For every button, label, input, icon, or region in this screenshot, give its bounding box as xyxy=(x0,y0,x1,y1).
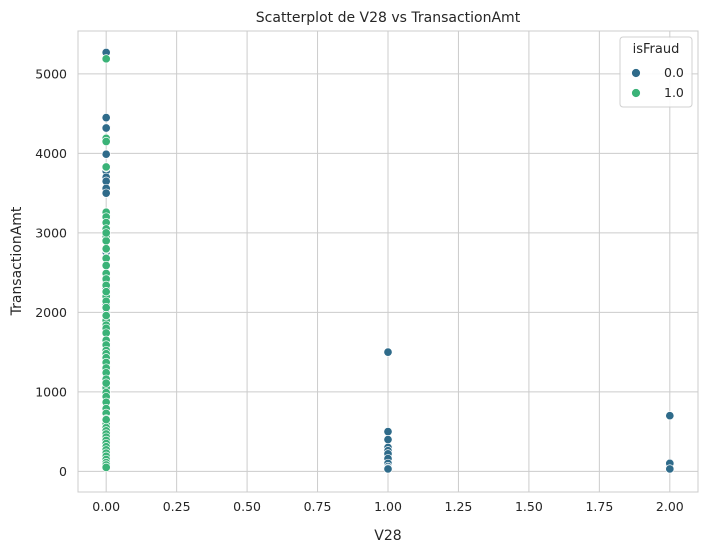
x-tick-label: 1.25 xyxy=(445,499,473,514)
y-tick-label: 2000 xyxy=(35,305,67,320)
data-point-series-1 xyxy=(101,136,111,147)
data-points xyxy=(101,47,675,474)
x-tick-label: 0.75 xyxy=(304,499,332,514)
data-point-series-0 xyxy=(383,427,393,437)
legend-label-series-1: 1.0 xyxy=(664,85,684,100)
data-point-series-1 xyxy=(101,260,111,271)
legend: isFraud 0.0 1.0 xyxy=(619,36,693,108)
data-point-series-0 xyxy=(383,434,393,445)
data-point-series-1 xyxy=(101,54,111,64)
data-point-series-0 xyxy=(101,113,111,123)
legend-title: isFraud xyxy=(633,42,680,57)
data-point-series-1 xyxy=(101,236,111,246)
y-tick-label: 5000 xyxy=(35,66,67,81)
data-point-series-1 xyxy=(101,228,111,238)
data-point-series-1 xyxy=(101,378,111,388)
data-point-series-0 xyxy=(101,123,111,133)
data-point-series-0 xyxy=(665,464,675,474)
y-tick-label: 3000 xyxy=(35,225,67,240)
x-tick-label: 0.00 xyxy=(92,499,120,514)
y-tick-label: 0 xyxy=(59,464,67,479)
data-point-series-1 xyxy=(101,287,111,297)
x-tick-label: 0.50 xyxy=(233,499,261,514)
data-point-series-1 xyxy=(101,415,111,425)
data-point-series-0 xyxy=(383,347,393,357)
x-axis-ticks: 0.00 0.25 0.50 0.75 1.00 1.25 1.50 1.75 2.00 xyxy=(92,499,684,514)
data-point-series-1 xyxy=(101,162,111,172)
data-point-series-1 xyxy=(101,462,111,472)
x-tick-label: 1.75 xyxy=(585,499,613,514)
data-point-series-1 xyxy=(101,303,111,313)
data-point-series-0 xyxy=(101,188,111,198)
y-axis-ticks: 0 1000 2000 3000 4000 5000 xyxy=(35,66,67,478)
legend-label-series-0: 0.0 xyxy=(664,65,684,80)
chart-title: Scatterplot de V28 vs TransactionAmt xyxy=(256,10,521,26)
data-point-series-1 xyxy=(101,310,111,321)
data-point-series-0 xyxy=(101,149,111,159)
x-tick-label: 0.25 xyxy=(163,499,191,514)
data-point-series-0 xyxy=(383,464,393,474)
y-tick-label: 1000 xyxy=(35,384,67,399)
y-tick-label: 4000 xyxy=(35,146,67,161)
x-tick-label: 1.00 xyxy=(374,499,402,514)
y-axis-label: TransactionAmt xyxy=(9,206,25,316)
x-axis-label: V28 xyxy=(374,528,401,544)
data-point-series-0 xyxy=(665,411,675,421)
legend-marker-series-1 xyxy=(631,88,641,98)
legend-marker-series-0 xyxy=(631,68,641,78)
x-tick-label: 1.50 xyxy=(515,499,543,514)
x-tick-label: 2.00 xyxy=(656,499,684,514)
data-point-series-1 xyxy=(101,244,111,254)
